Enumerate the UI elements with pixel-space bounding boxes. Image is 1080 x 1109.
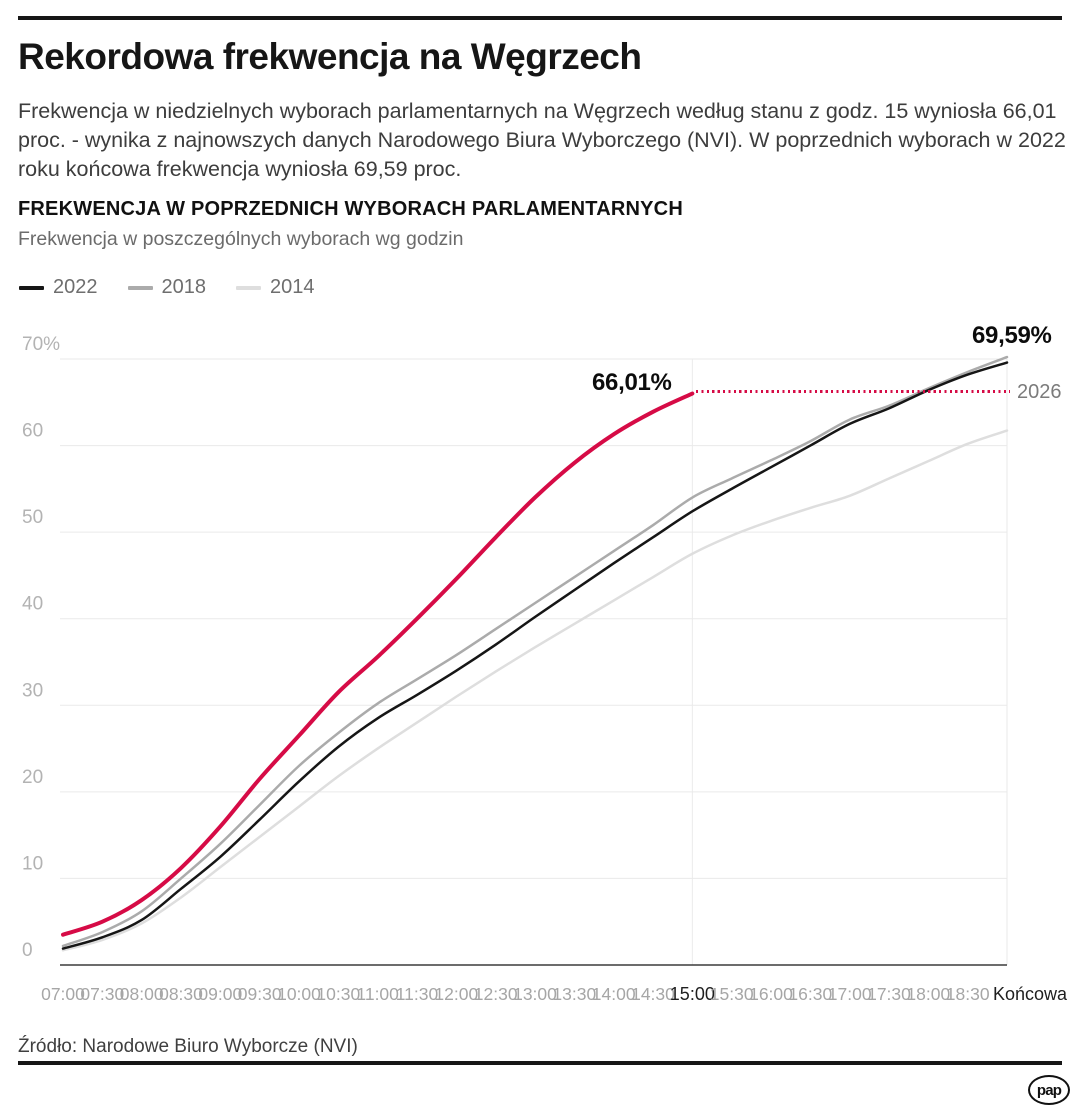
top-rule: [18, 16, 1062, 20]
x-axis-label: 12:30: [474, 984, 518, 1004]
x-axis-label: 07:30: [80, 984, 124, 1004]
y-axis-label: 40: [22, 594, 43, 615]
pap-logo: pap: [1028, 1075, 1070, 1105]
chart-legend: 2022 2018 2014: [19, 276, 315, 299]
series-line-2026: [61, 391, 695, 937]
series-line-2022: [61, 361, 1009, 950]
x-axis-label: 14:30: [631, 984, 675, 1004]
pap-logo-text: pap: [1036, 1081, 1062, 1099]
x-axis-label: 16:30: [788, 984, 832, 1004]
current-turnout-label: 66,01%: [592, 369, 672, 396]
chart-subheading: Frekwencja w poszczególnych wyborach wg …: [18, 228, 464, 250]
legend-label-2018: 2018: [161, 276, 207, 298]
final-turnout-label: 69,59%: [972, 322, 1052, 349]
x-axis-label: 18:00: [906, 984, 950, 1004]
legend-label-2014: 2014: [270, 276, 315, 298]
x-axis-label: 09:00: [198, 984, 242, 1004]
x-axis-label: 11:30: [396, 984, 439, 1004]
x-axis-label: 13:00: [513, 984, 557, 1004]
source-text: Źródło: Narodowe Biuro Wyborcze (NVI): [18, 1036, 358, 1057]
legend-swatch-2018: [127, 285, 153, 290]
x-axis-label: 13:30: [552, 984, 596, 1004]
legend-label-2022: 2022: [53, 276, 98, 298]
x-axis-label: 17:30: [867, 984, 911, 1004]
legend-swatch-2022: [19, 285, 44, 290]
x-axis-label: 10:00: [277, 984, 321, 1004]
x-axis-label: 12:00: [434, 984, 478, 1004]
x-axis-label: 08:00: [120, 984, 164, 1004]
projection-year-label: 2026: [1017, 381, 1062, 403]
y-axis-label: 10: [22, 853, 43, 874]
x-axis-label: 18:30: [946, 984, 990, 1004]
x-axis-label: 17:00: [828, 984, 872, 1004]
series-line-2014: [61, 429, 1009, 952]
x-axis-label: 14:00: [592, 984, 636, 1004]
y-axis-label: 60: [22, 421, 43, 442]
lead-paragraph: Frekwencja w niedzielnych wyborach parla…: [18, 99, 1066, 181]
x-axis-label: 10:30: [316, 984, 360, 1004]
x-axis-label: 08:30: [159, 984, 203, 1004]
x-axis-label: 15:00: [670, 984, 715, 1004]
x-axis-label: 09:30: [238, 984, 282, 1004]
y-axis-label: 20: [22, 767, 43, 788]
y-axis-label: 50: [22, 507, 43, 528]
legend-item-2018: 2018: [127, 276, 207, 299]
legend-swatch-2014: [236, 285, 261, 290]
y-axis-label: 30: [22, 680, 43, 701]
page-title: Rekordowa frekwencja na Węgrzech: [18, 36, 642, 77]
y-axis-label: 0: [22, 940, 33, 961]
chart-heading: FREKWENCJA W POPRZEDNICH WYBORACH PARLAM…: [18, 198, 683, 220]
legend-item-2014: 2014: [236, 276, 315, 299]
projection-dotted-line: [696, 390, 1010, 393]
x-axis-label: 11:00: [356, 984, 399, 1004]
bottom-rule: [18, 1061, 1062, 1065]
legend-item-2022: 2022: [19, 276, 98, 299]
x-axis-label: 16:00: [749, 984, 793, 1004]
x-axis-label: 07:00: [41, 984, 85, 1004]
y-axis-label: 70%: [22, 334, 60, 355]
series-line-2018: [61, 355, 1009, 948]
x-axis-label: Końcowa: [993, 984, 1068, 1004]
x-axis-label: 15:30: [710, 984, 754, 1004]
turnout-line-chart: 70% 60 50 40 30 20 10 0 07:0007:3008:0008:3009:0…: [22, 334, 1068, 1004]
